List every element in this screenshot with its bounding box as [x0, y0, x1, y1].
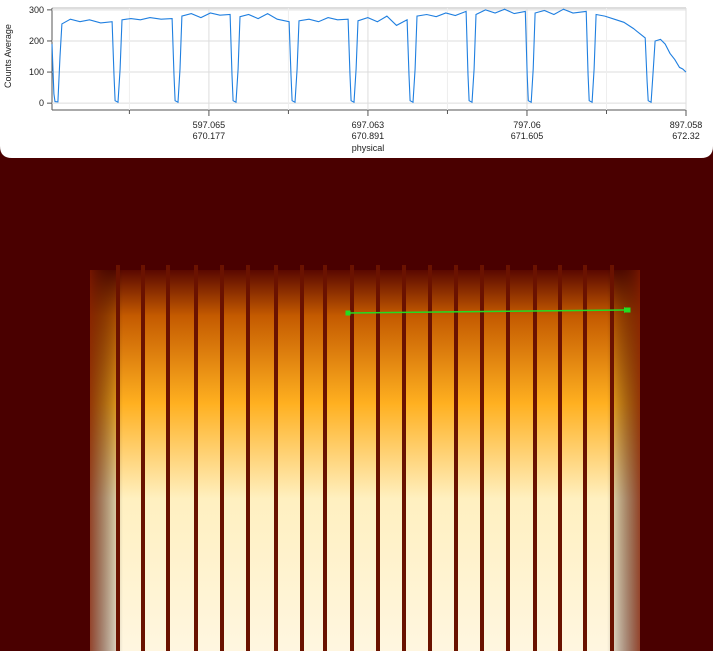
y-tick-label: 100 — [29, 67, 44, 77]
data-line — [51, 8, 687, 104]
x-tick-label: 897.058 — [670, 120, 703, 130]
x-axis-label: physical — [352, 143, 385, 153]
x-tick-label: 697.063 — [352, 120, 385, 130]
y-tick-label: 300 — [29, 5, 44, 15]
plot-panel: Counts Average physical 0 100 200 300 597.06… — [0, 0, 713, 158]
projection-line[interactable] — [347, 309, 625, 314]
x-tick-label: 797.06 — [513, 120, 541, 130]
detector-edge — [90, 270, 640, 651]
y-tick-label: 0 — [39, 98, 44, 108]
x-tick-sublabel: 672.32 — [672, 131, 700, 141]
x-tick-sublabel: 670.891 — [352, 131, 385, 141]
handle[interactable] — [345, 310, 351, 316]
stripes — [116, 265, 614, 651]
x-tick-label: 597.065 — [193, 120, 226, 130]
y-axis-label: Counts Average — [3, 24, 13, 88]
x-tick-sublabel: 670.177 — [193, 131, 226, 141]
x-tick-sublabel: 671.605 — [511, 131, 544, 141]
handle[interactable] — [625, 307, 631, 313]
y-tick-label: 200 — [29, 36, 44, 46]
